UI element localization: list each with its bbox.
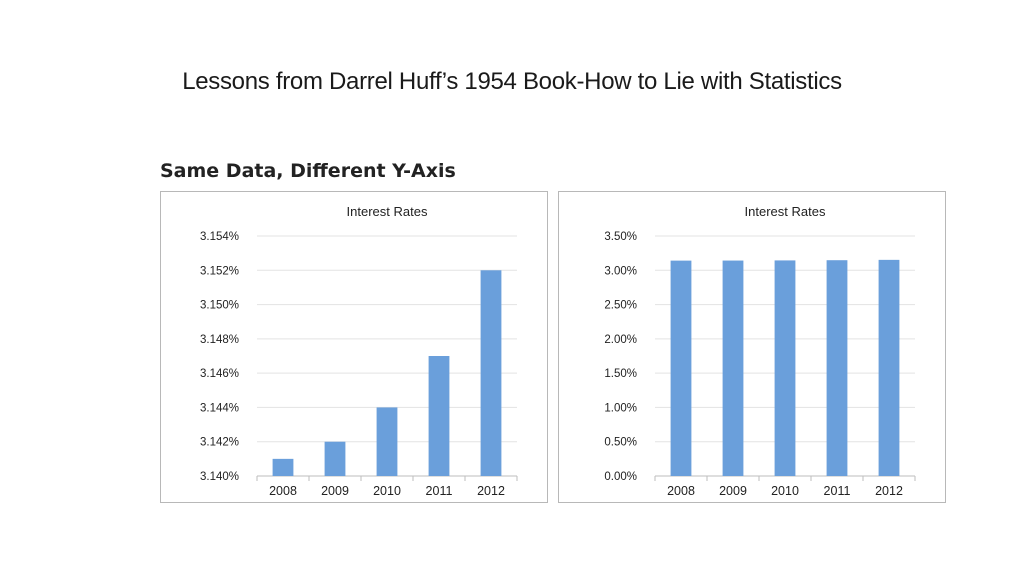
chart-title: Interest Rates — [347, 204, 428, 219]
x-tick-label: 2010 — [373, 484, 401, 498]
y-tick-label: 3.154% — [200, 231, 239, 243]
figure-heading: Same Data, Different Y-Axis — [160, 160, 456, 182]
y-tick-label: 0.50% — [604, 437, 637, 449]
bar-2008 — [670, 260, 692, 476]
bar-2012 — [480, 270, 502, 476]
chart-panel-narrow-axis: Interest Rates 3.140% 3.142% 3.144% 3.146% 3.… — [160, 191, 548, 503]
y-tick-label: 3.50% — [604, 231, 637, 243]
x-tick-label: 2008 — [269, 484, 297, 498]
chart-panel-zero-axis: Interest Rates 0.00% 0.50% 1.00% 1.50% 2.00% 2… — [558, 191, 946, 503]
chart-title: Interest Rates — [745, 204, 826, 219]
y-tick-label: 3.142% — [200, 437, 239, 449]
bar-2012 — [878, 259, 900, 476]
x-tick-label: 2008 — [667, 484, 695, 498]
bar-2009 — [722, 260, 744, 476]
x-tick-label: 2012 — [477, 484, 505, 498]
bar-2011 — [826, 260, 848, 476]
x-tick-label: 2011 — [824, 484, 851, 498]
y-tick-label: 0.00% — [604, 471, 637, 483]
x-tick-label: 2012 — [875, 484, 903, 498]
chart-svg: Interest Rates 0.00% 0.50% 1.00% 1.50% 2.00% 2… — [604, 204, 916, 498]
y-tick-label: 2.50% — [604, 300, 637, 312]
y-tick-label: 2.00% — [604, 334, 637, 346]
x-tick-label: 2009 — [321, 484, 349, 498]
x-tick-label: 2010 — [771, 484, 799, 498]
y-tick-label: 1.50% — [604, 368, 637, 380]
x-tick-label: 2011 — [426, 484, 453, 498]
y-tick-label: 3.152% — [200, 265, 239, 277]
y-tick-label: 3.146% — [200, 368, 239, 380]
y-tick-label: 3.00% — [604, 265, 637, 277]
y-tick-label: 3.150% — [200, 300, 239, 312]
y-tick-label: 3.144% — [200, 402, 239, 414]
bar-2008 — [272, 458, 294, 476]
chart-svg: Interest Rates 3.140% 3.142% 3.144% 3.146% 3.… — [200, 204, 518, 498]
y-tick-label: 1.00% — [604, 402, 637, 414]
slide-title: Lessons from Darrel Huff’s 1954 Book-How… — [182, 68, 842, 95]
bar-2011 — [428, 356, 450, 476]
y-tick-label: 3.148% — [200, 334, 239, 346]
y-tick-label: 3.140% — [200, 471, 239, 483]
bar-2010 — [774, 260, 796, 476]
x-tick-label: 2009 — [719, 484, 747, 498]
bar-2009 — [324, 441, 346, 476]
bar-2010 — [376, 407, 398, 476]
